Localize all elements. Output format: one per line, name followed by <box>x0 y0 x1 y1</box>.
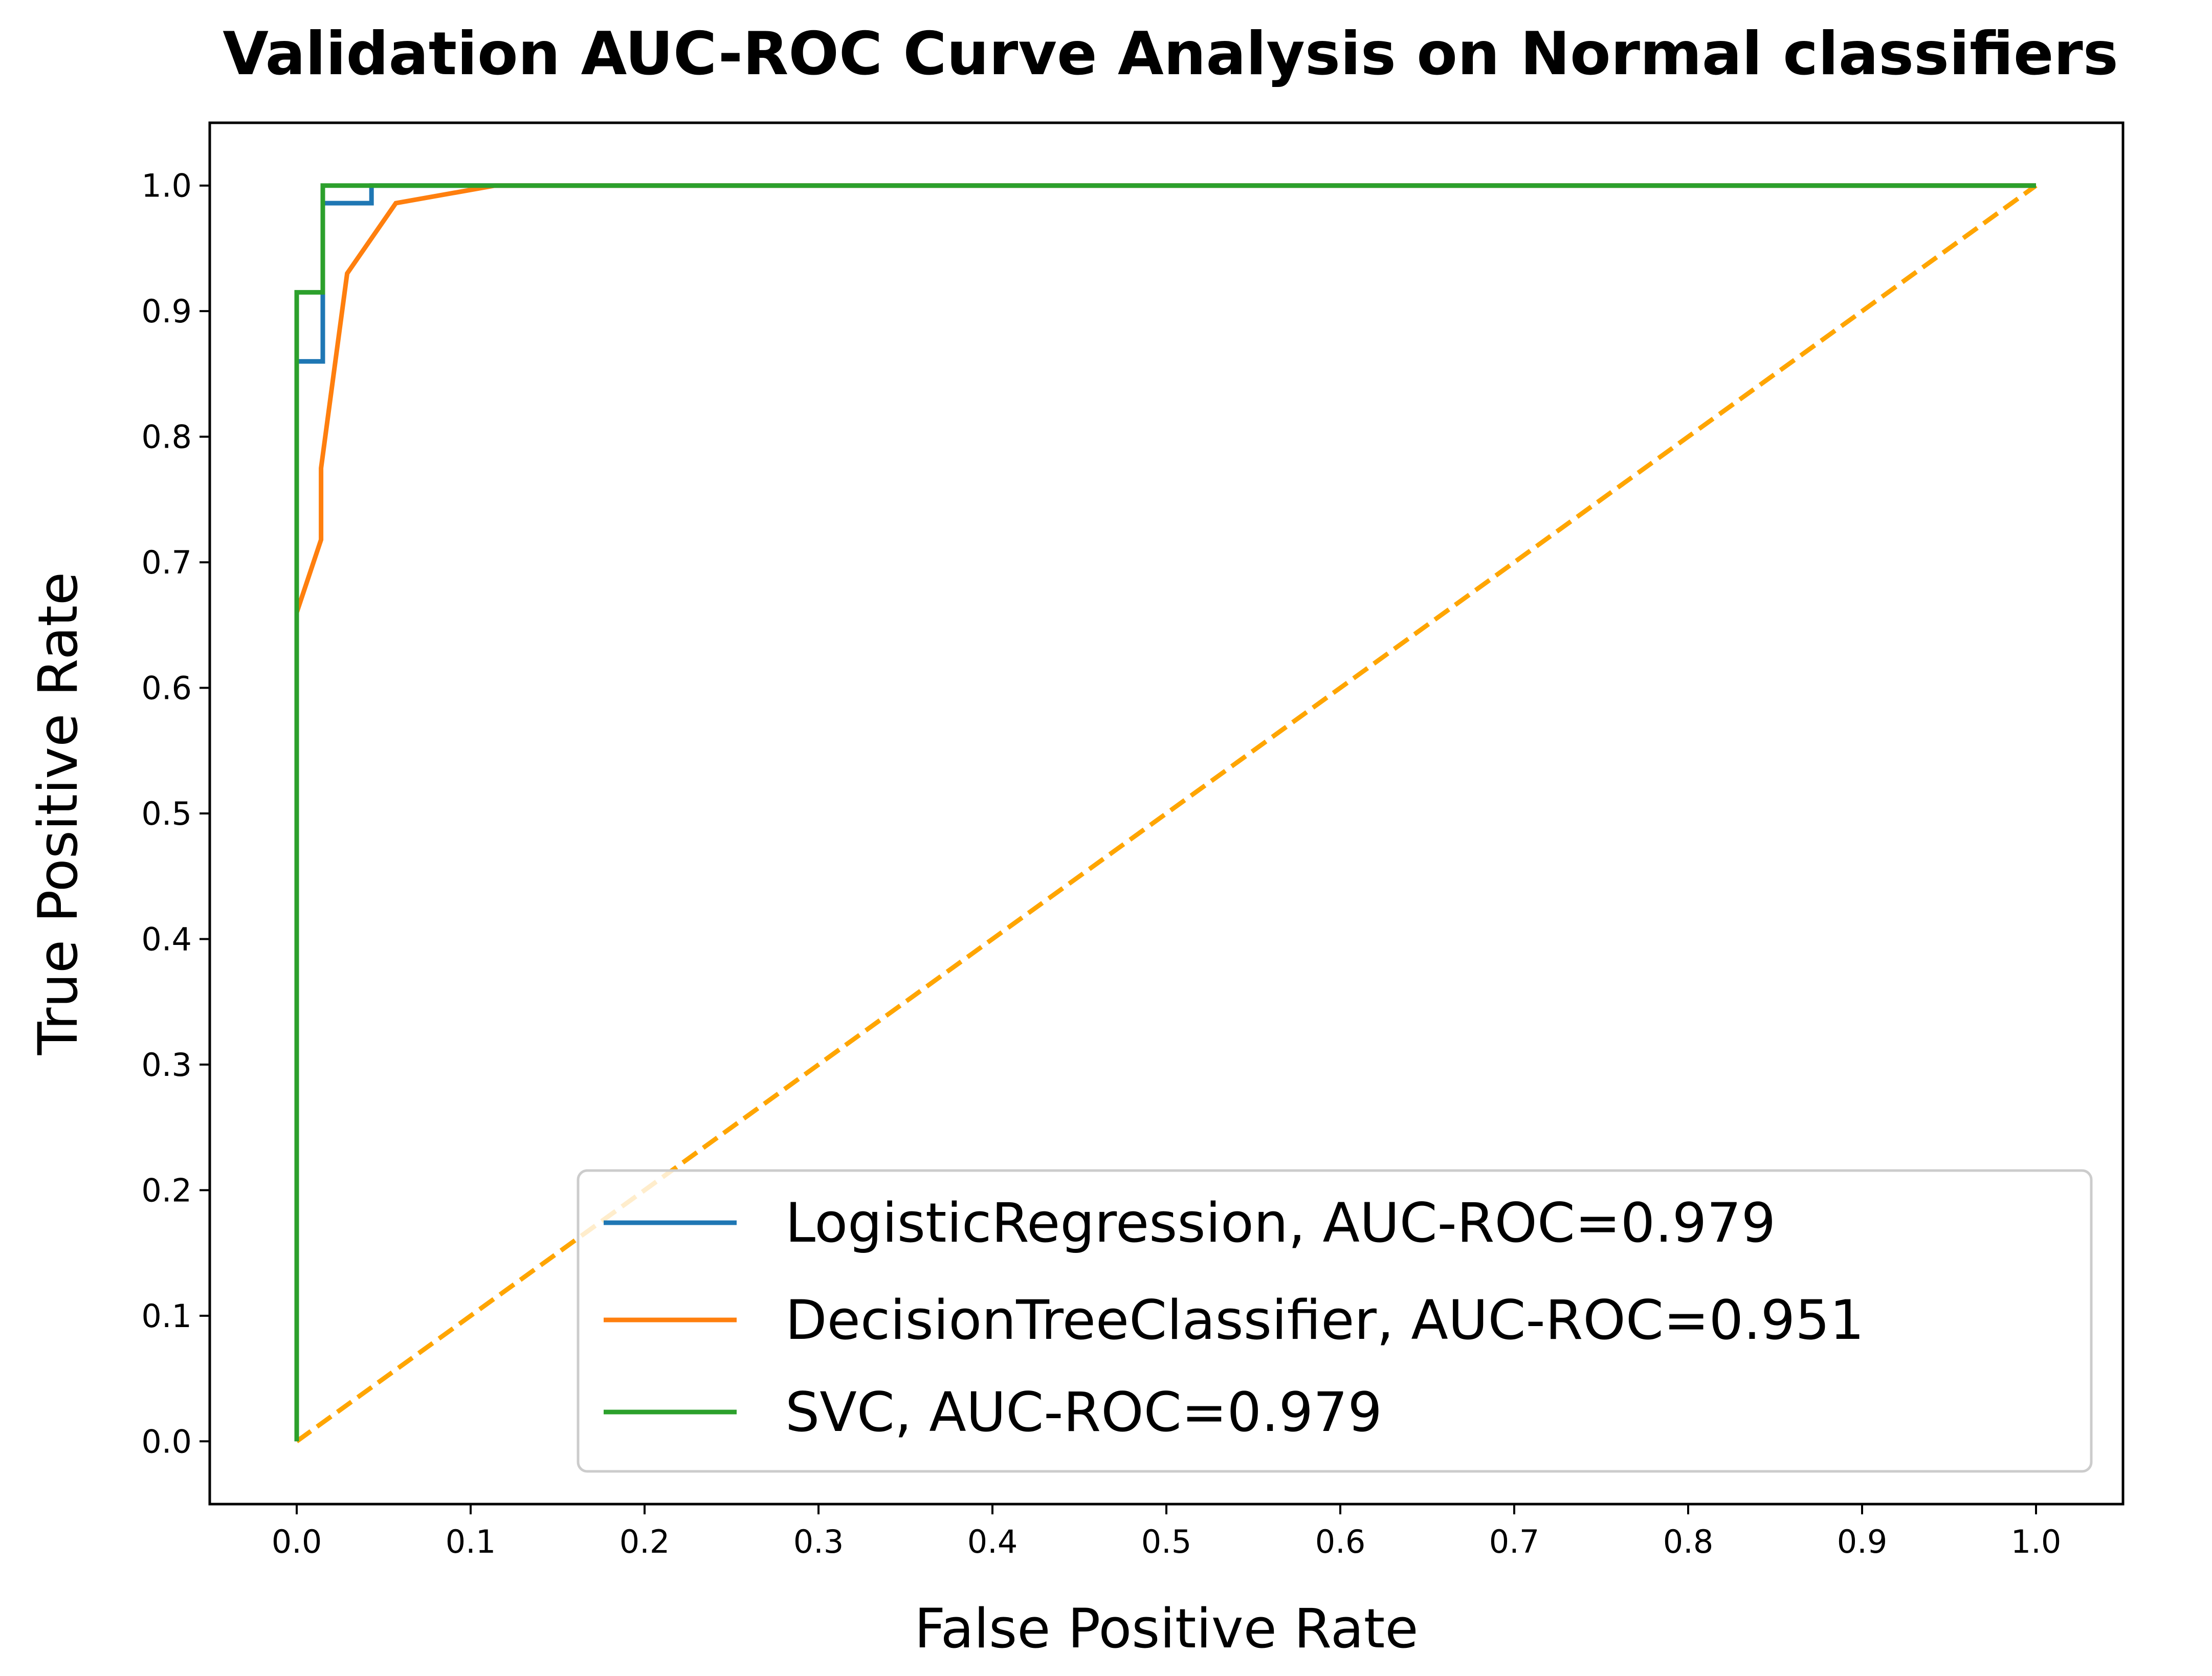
x-tick-label: 0.6 <box>1315 1523 1366 1560</box>
y-tick-label: 0.6 <box>141 670 192 707</box>
x-axis-ticks: 0.0 0.1 0.2 0.3 0.4 0.5 0.6 0.7 0.8 0.9 1.0 <box>272 1504 2062 1560</box>
x-tick-label: 0.0 <box>272 1523 322 1560</box>
legend-box <box>577 1169 2093 1473</box>
chart-title: Validation AUC-ROC Curve Analysis on Nor… <box>223 19 2118 89</box>
x-tick-label: 0.1 <box>446 1523 496 1560</box>
legend-label-logisticregression: LogisticRegression, AUC-ROC=0.979 <box>785 1192 1776 1254</box>
y-tick-label: 1.0 <box>141 167 192 205</box>
x-tick-label: 0.5 <box>1141 1523 1192 1560</box>
x-tick-label: 0.3 <box>793 1523 844 1560</box>
y-tick-label: 0.9 <box>141 293 192 330</box>
legend-label-decisiontreeclassifier: DecisionTreeClassifier, AUC-ROC=0.951 <box>785 1289 1864 1352</box>
y-axis-ticks: 0.0 0.1 0.2 0.3 0.4 0.5 0.6 0.7 0.8 0.9 1.0 <box>141 167 210 1460</box>
x-tick-label: 0.8 <box>1663 1523 1714 1560</box>
x-axis-label: False Positive Rate <box>914 1597 1418 1660</box>
series-line-svc <box>294 183 2036 1442</box>
y-tick-label: 0.8 <box>141 418 192 456</box>
x-tick-label: 0.7 <box>1489 1523 1540 1560</box>
y-tick-label: 0.4 <box>141 920 192 958</box>
legend: LogisticRegression, AUC-ROC=0.979 Decisi… <box>577 1169 2093 1473</box>
y-tick-label: 0.1 <box>141 1297 192 1335</box>
y-tick-label: 0.0 <box>141 1423 192 1460</box>
x-tick-label: 0.4 <box>967 1523 1018 1560</box>
y-tick-label: 0.5 <box>141 795 192 832</box>
y-axis-label: True Positive Rate <box>27 572 90 1055</box>
x-tick-label: 0.2 <box>620 1523 670 1560</box>
y-tick-label: 0.2 <box>141 1172 192 1209</box>
x-tick-label: 1.0 <box>2011 1523 2062 1560</box>
x-tick-label: 0.9 <box>1837 1523 1888 1560</box>
series-line-decisiontreeclassifier <box>294 183 2036 613</box>
legend-label-svc: SVC, AUC-ROC=0.979 <box>785 1381 1382 1444</box>
y-tick-label: 0.3 <box>141 1046 192 1084</box>
y-tick-label: 0.7 <box>141 544 192 581</box>
